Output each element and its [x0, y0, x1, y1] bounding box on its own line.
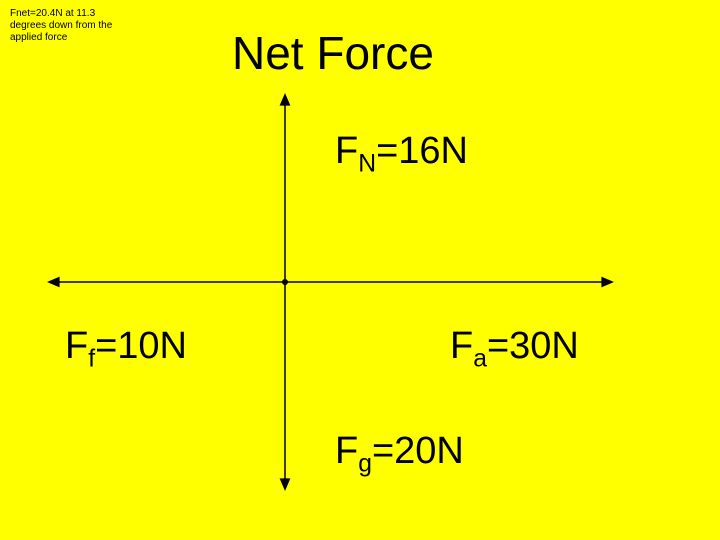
force-normal-value: 16N [398, 130, 468, 172]
force-friction-label: Ff=10N [65, 325, 187, 374]
arrowhead-down-icon [280, 478, 291, 491]
force-gravity-subscript: g [358, 451, 372, 478]
arrowhead-right-icon [601, 277, 614, 288]
force-normal-label: FN=16N [335, 130, 468, 179]
origin-dot [282, 279, 288, 285]
force-normal-subscript: N [358, 151, 376, 178]
arrowhead-up-icon [280, 93, 291, 106]
force-applied-subscript: a [473, 346, 487, 373]
force-applied-value: 30N [509, 325, 579, 367]
force-applied-label: Fa=30N [450, 325, 579, 374]
force-gravity-label: Fg=20N [335, 430, 464, 479]
force-gravity-value: 20N [394, 430, 464, 472]
arrowhead-left-icon [47, 277, 60, 288]
force-friction-subscript: f [88, 346, 95, 373]
force-friction-value: 10N [117, 325, 187, 367]
